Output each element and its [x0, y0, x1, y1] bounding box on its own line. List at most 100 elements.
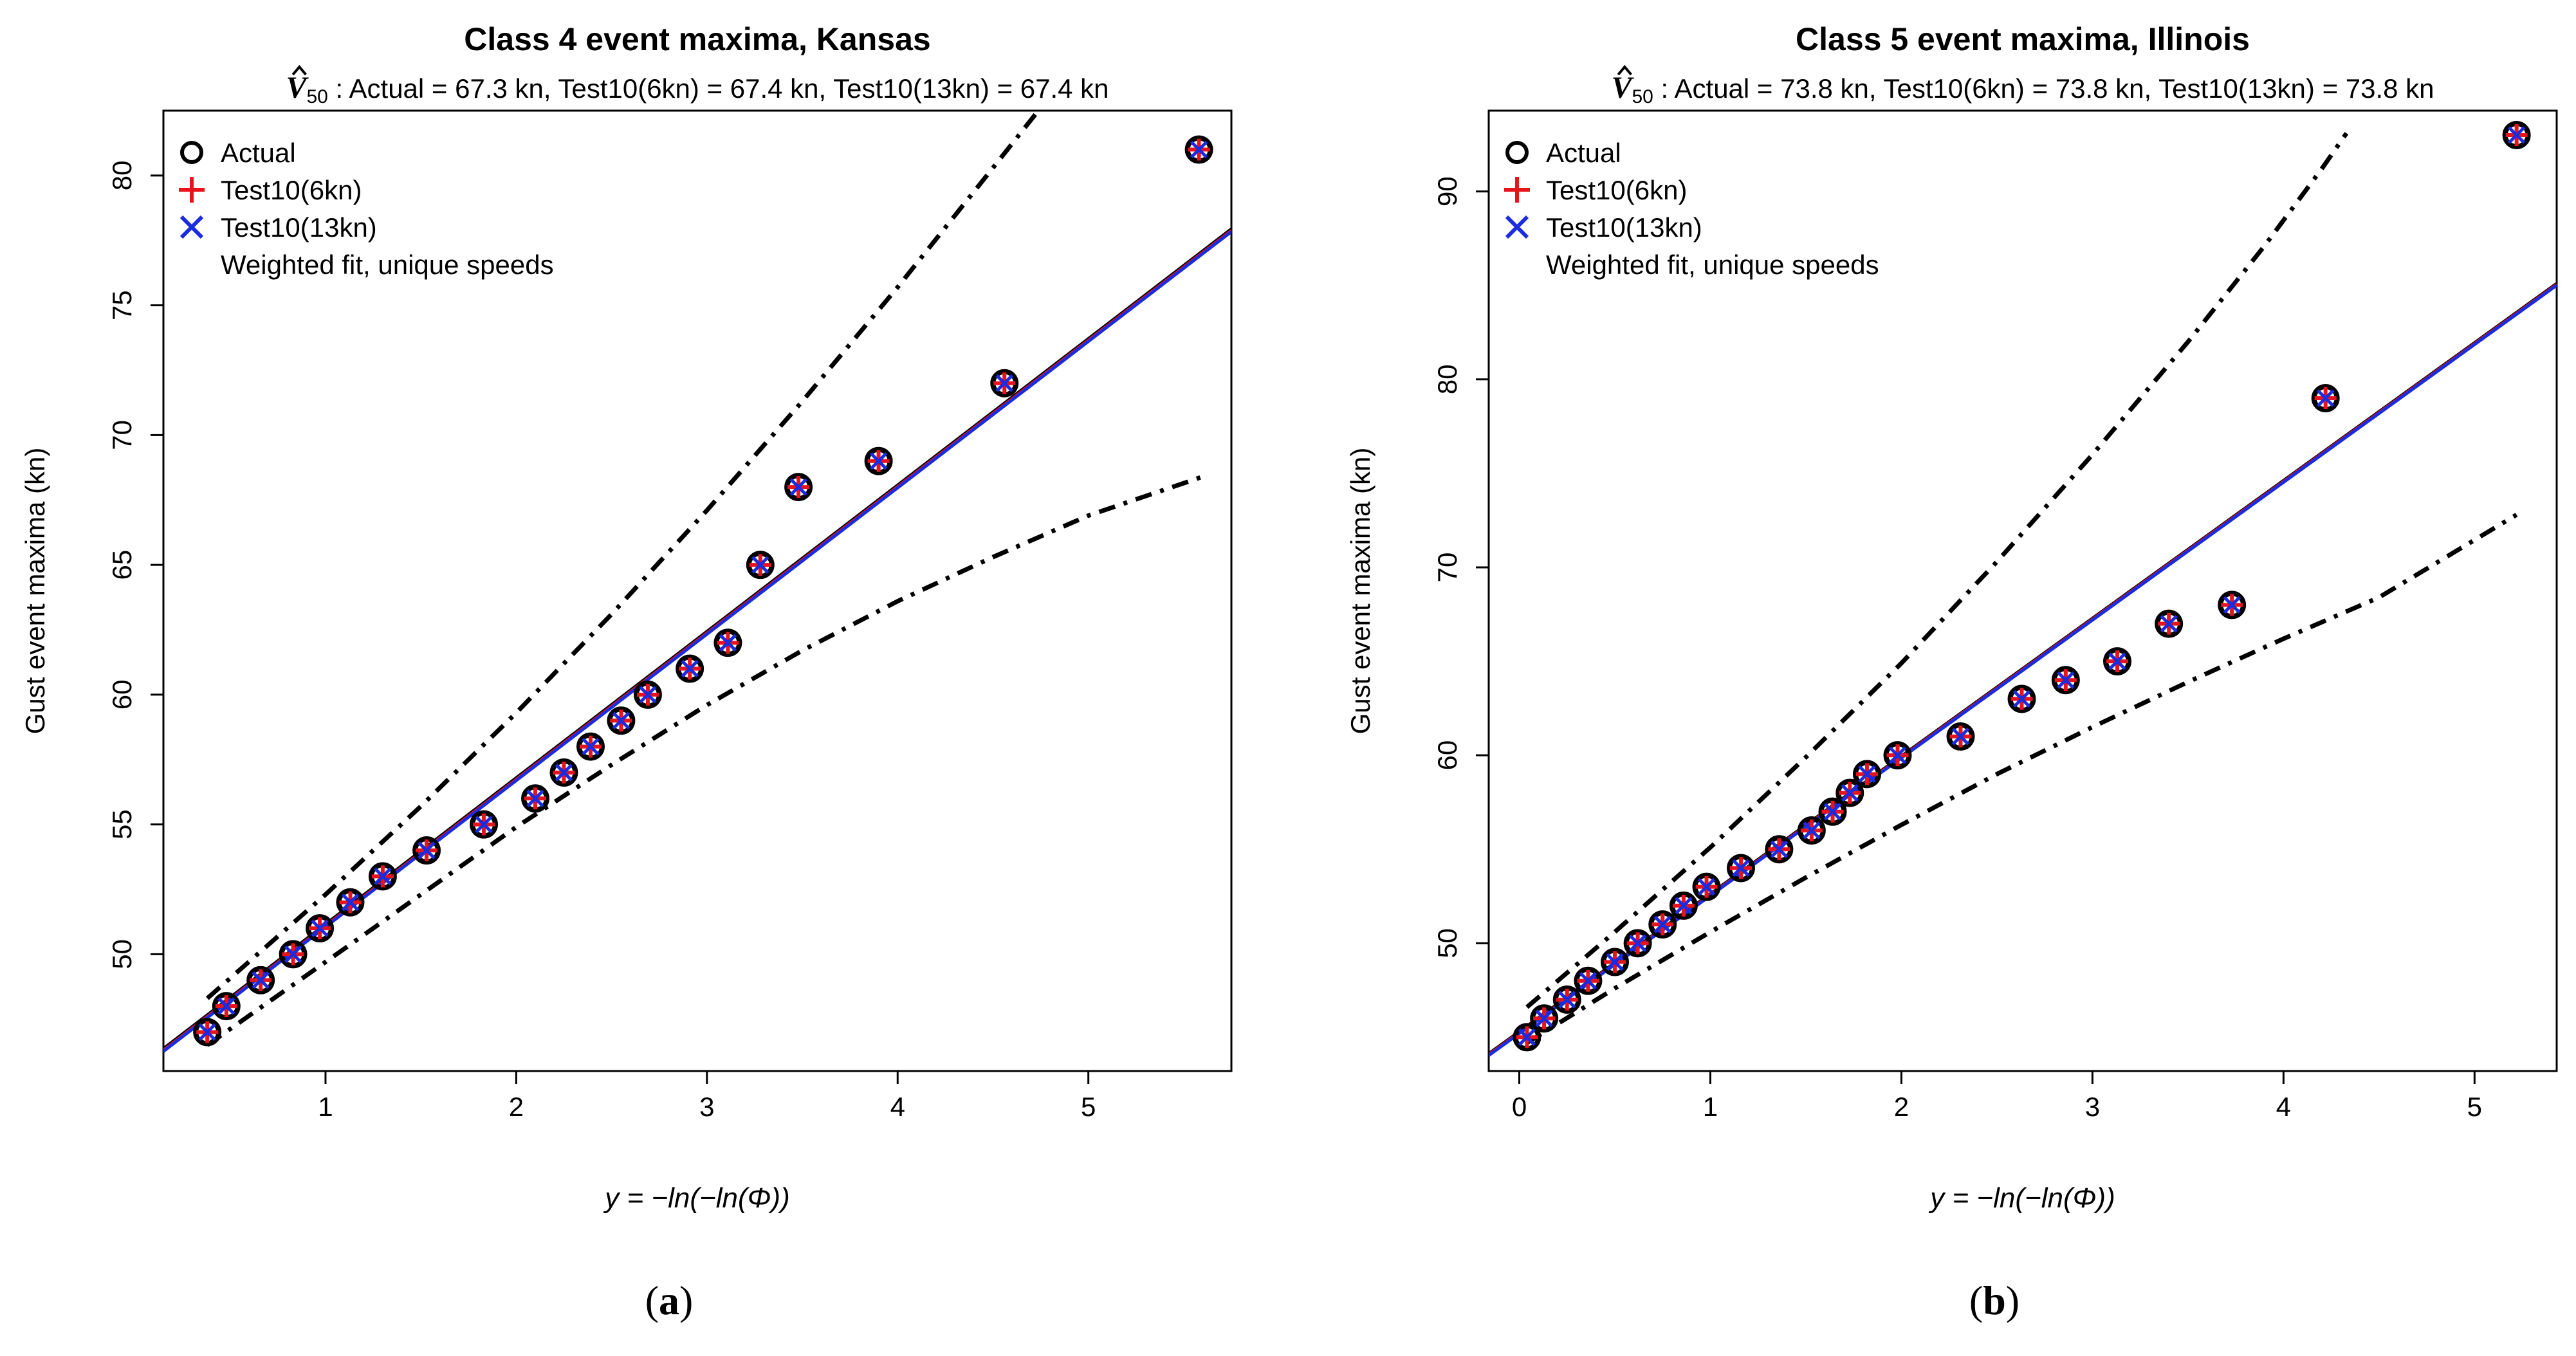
point-actual [521, 784, 550, 813]
point-actual [368, 862, 397, 891]
point-test10-13kn [1888, 746, 1907, 764]
point-test10-13kn [639, 686, 657, 704]
point-test10-13kn [526, 789, 544, 808]
legend-marker-test10-13kn [179, 215, 204, 239]
point-test10-13kn [252, 971, 270, 989]
x-tick-label: 2 [1894, 1092, 1909, 1122]
point-actual [1835, 778, 1864, 807]
point-test10-13kn [869, 452, 888, 470]
subtitle-text: : Actual = 73.8 kn, Test10(6kn) = 73.8 k… [1653, 73, 2434, 104]
y-axis-label: Gust event maxima (kn) [20, 448, 50, 735]
point-test10-13kn [789, 478, 807, 496]
subtitle-subscript: 50 [306, 86, 327, 107]
point-test10-13kn [719, 634, 737, 652]
legend-marker-test10-13kn [1505, 215, 1529, 239]
legend-marker-actual [1505, 141, 1529, 164]
point-actual [1530, 1004, 1559, 1033]
point-actual [470, 810, 498, 839]
chart-title: Class 5 event maxima, Illinois [1796, 21, 2250, 57]
chart-subtitle: V50 : Actual = 73.8 kn, Test10(6kn) = 73… [1611, 71, 2434, 107]
y-tick-label: 65 [107, 550, 137, 580]
point-actual [2051, 666, 2080, 695]
point-test10-13kn [2316, 389, 2335, 407]
fit-line-2 [163, 230, 1231, 1053]
point-actual [1852, 760, 1881, 789]
point-actual [2102, 647, 2131, 676]
point-actual [2311, 384, 2340, 413]
subtitle-subscript: 50 [1632, 86, 1653, 107]
legend-label: Actual [221, 138, 296, 168]
point-actual [1692, 872, 1721, 901]
point-test10-13kn [311, 919, 329, 937]
caption-b: (b) [1969, 1278, 2020, 1323]
point-actual [1184, 135, 1213, 164]
point-actual [1818, 797, 1847, 826]
point-test10-13kn [1558, 991, 1576, 1009]
point-actual [1648, 910, 1677, 939]
point-test10-13kn [1858, 765, 1876, 783]
confidence-bound-lower [1525, 513, 2518, 1045]
y-tick-label: 90 [1432, 176, 1462, 206]
legend-label: Test10(13kn) [1546, 212, 1702, 243]
x-tick-label: 0 [1512, 1092, 1527, 1122]
point-test10-13kn [1606, 953, 1624, 971]
point-test10-13kn [1803, 821, 1821, 839]
x-tick-label: 2 [509, 1092, 524, 1122]
point-test10-13kn [2160, 614, 2178, 633]
point-test10-13kn [217, 997, 235, 1015]
point-actual [212, 992, 241, 1021]
x-tick-label: 1 [1703, 1092, 1718, 1122]
subtitle-symbol: V [1611, 71, 1634, 105]
plot-frame [162, 109, 1233, 1072]
plot-area [163, 111, 1231, 1053]
point-test10-13kn [418, 841, 436, 859]
point-actual [2502, 120, 2531, 149]
point-actual [2155, 609, 2184, 638]
x-axis-label: y = −ln(−ln(Φ)) [1928, 1182, 2115, 1214]
y-tick-label: 50 [107, 939, 137, 969]
legend-label: Weighted fit, unique speeds [1546, 250, 1879, 280]
point-test10-13kn [341, 893, 360, 912]
point-test10-13kn [1653, 915, 1671, 933]
legend-label: Test10(6kn) [1546, 175, 1687, 205]
point-test10-13kn [1579, 971, 1597, 990]
point-actual [576, 732, 605, 761]
point-test10-13kn [198, 1023, 216, 1041]
point-actual [1552, 985, 1581, 1014]
y-tick-label: 50 [1432, 928, 1462, 958]
point-test10-13kn [1951, 728, 1970, 746]
legend-marker-test10-6kn [1504, 177, 1530, 203]
subtitle-hat [1617, 64, 1632, 76]
point-test10-13kn [555, 764, 573, 782]
point-actual [2007, 684, 2036, 713]
caption-b-letter: b [1983, 1278, 2006, 1323]
point-test10-13kn [612, 711, 630, 730]
point-actual [864, 446, 893, 475]
legend-marker-actual [180, 141, 203, 164]
confidence-bound-upper [1525, 132, 2349, 1009]
point-test10-13kn [374, 867, 392, 886]
chart-title: Class 4 event maxima, Kansas [464, 21, 930, 57]
point-actual [1765, 835, 1794, 864]
point-test10-13kn [2057, 671, 2075, 690]
point-actual [279, 940, 308, 969]
subtitle-symbol: V [286, 71, 309, 105]
x-tick-label: 3 [2085, 1092, 2100, 1122]
legend-label: Weighted fit, unique speeds [221, 250, 554, 280]
point-test10-13kn [475, 815, 493, 834]
subtitle-hat [291, 64, 307, 76]
y-tick-label: 75 [107, 290, 137, 320]
caption-a: (a) [645, 1278, 694, 1323]
y-tick-label: 70 [107, 420, 137, 450]
point-actual [633, 680, 662, 709]
legend-label: Test10(13kn) [221, 212, 377, 243]
point-actual [549, 758, 578, 787]
point-actual [1600, 948, 1629, 976]
point-actual [784, 473, 813, 502]
x-tick-label: 5 [1081, 1092, 1096, 1122]
plot-area [1489, 120, 2557, 1057]
point-test10-13kn [2108, 652, 2126, 670]
confidence-bound-lower [206, 474, 1204, 1047]
